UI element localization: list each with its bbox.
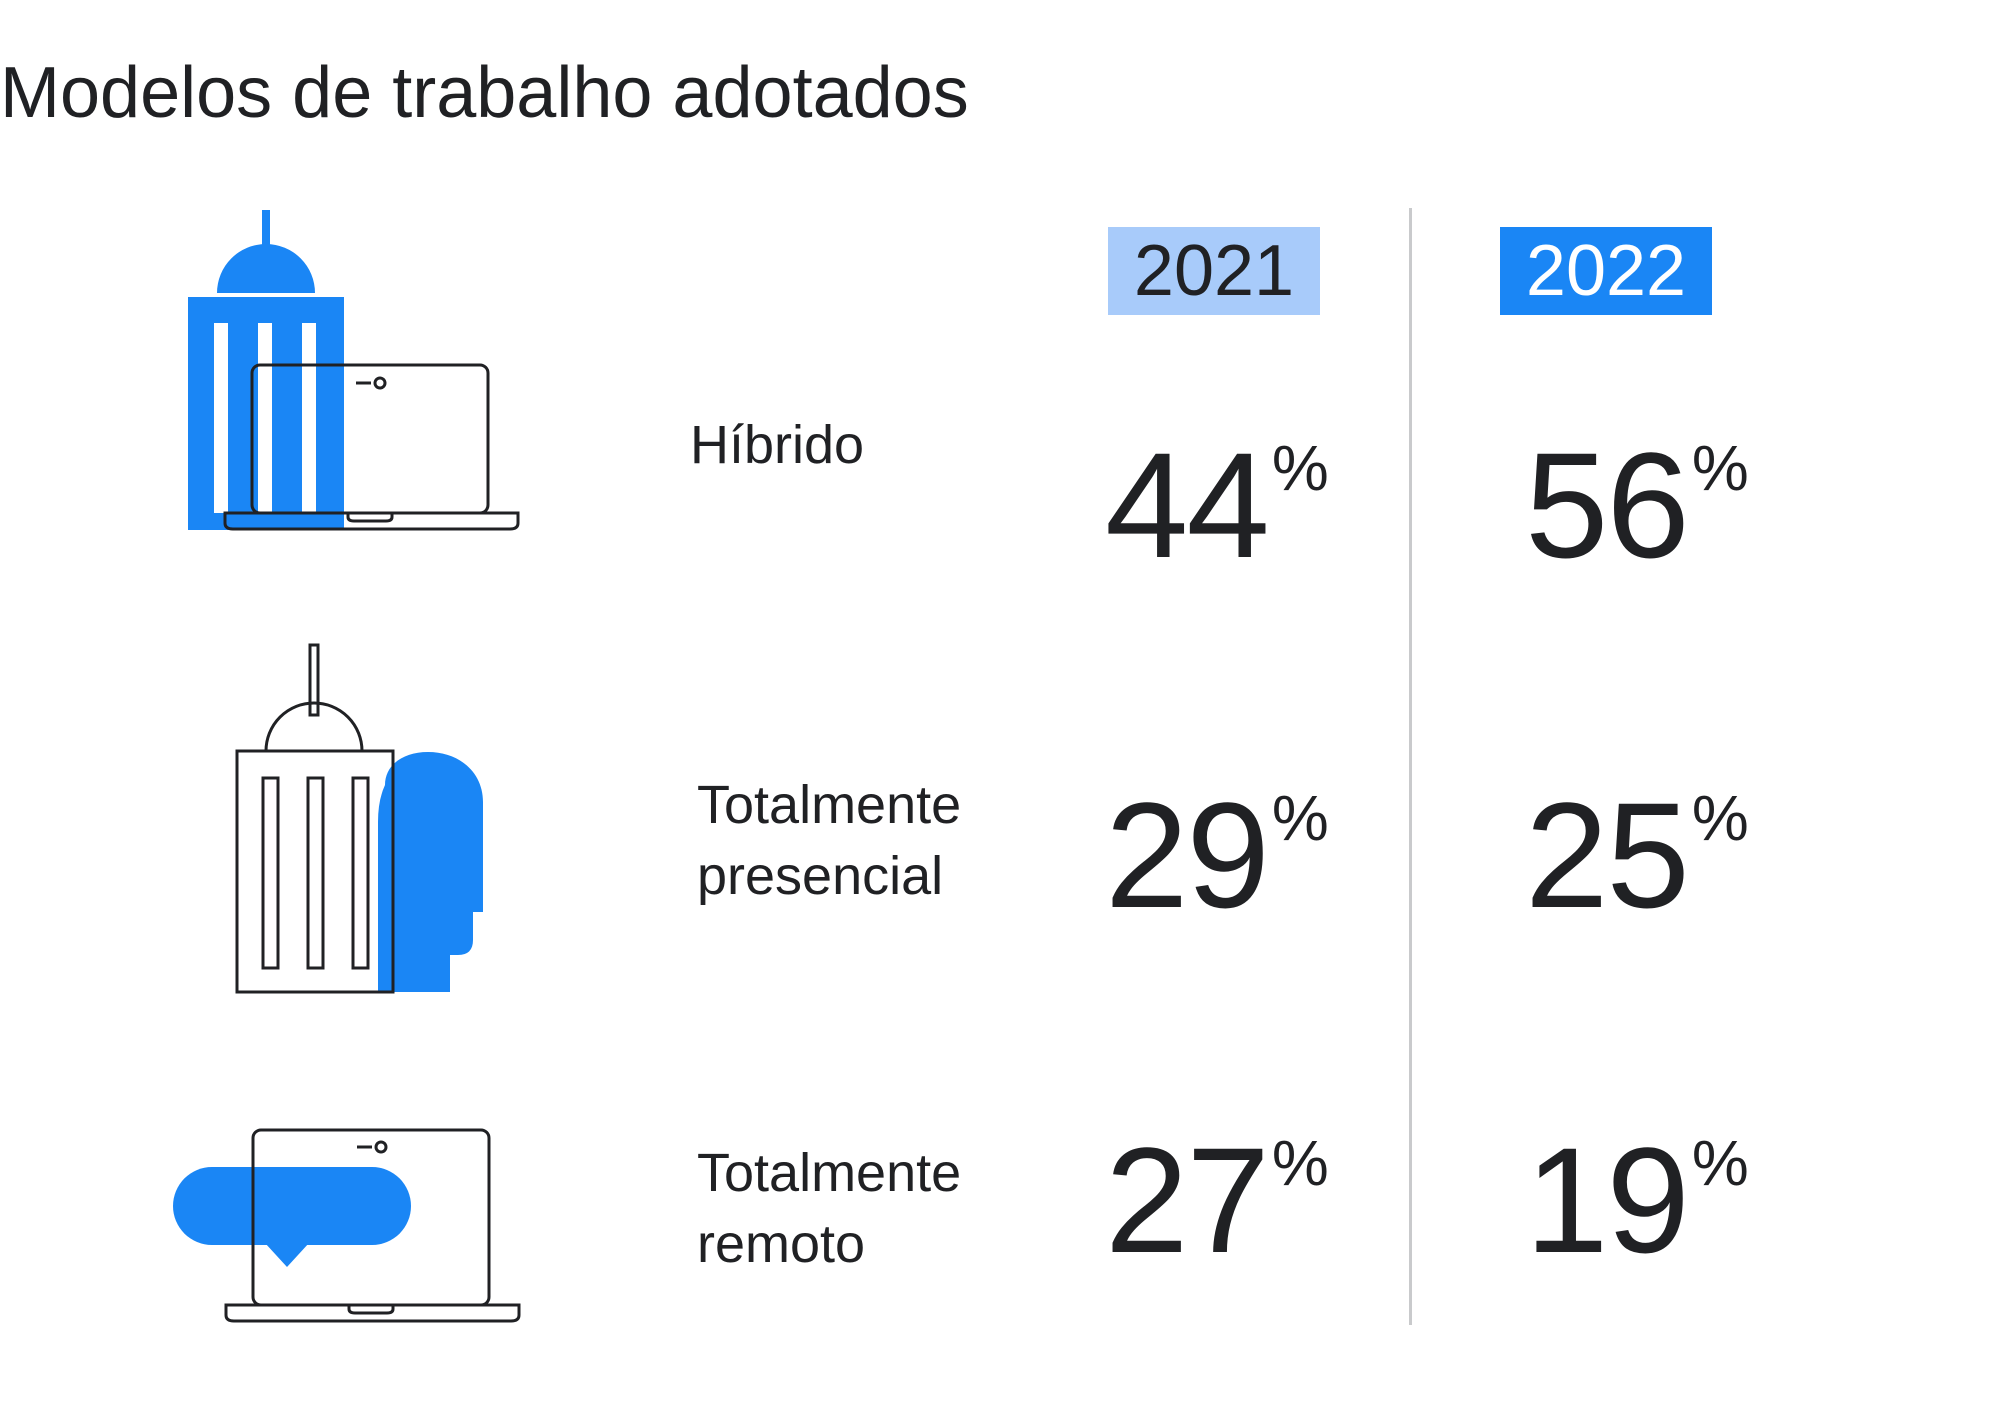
value-number: 19 <box>1525 1116 1690 1284</box>
value-number: 25 <box>1525 771 1690 939</box>
office-building-laptop-icon <box>188 210 520 531</box>
percent-sign: % <box>1691 432 1749 504</box>
value-totalmente-presencial-2021: 29% <box>1105 780 1329 930</box>
value-number: 56 <box>1525 421 1690 589</box>
office-building-person-icon <box>235 643 483 994</box>
percent-sign: % <box>1271 1127 1329 1199</box>
row-label-hibrido: Híbrido <box>690 415 865 475</box>
value-totalmente-remoto-2021: 27% <box>1105 1125 1329 1275</box>
percent-sign: % <box>1691 782 1749 854</box>
percent-sign: % <box>1271 432 1329 504</box>
chart-title: Modelos de trabalho adotados <box>0 53 969 133</box>
value-number: 44 <box>1105 421 1270 589</box>
laptop-chat-bubble-icon <box>173 1128 521 1323</box>
percent-sign: % <box>1271 782 1329 854</box>
value-totalmente-remoto-2022: 19% <box>1525 1125 1749 1275</box>
value-hibrido-2021: 44% <box>1105 430 1329 580</box>
value-number: 27 <box>1105 1116 1270 1284</box>
column-header-2022: 2022 <box>1500 227 1712 315</box>
percent-sign: % <box>1691 1127 1749 1199</box>
row-label-totalmente-presencial: Totalmente presencial <box>697 775 962 906</box>
row-label-totalmente-remoto: Totalmente remoto <box>697 1143 962 1274</box>
value-hibrido-2022: 56% <box>1525 430 1749 580</box>
value-totalmente-presencial-2022: 25% <box>1525 780 1749 930</box>
column-divider <box>1409 208 1412 1325</box>
value-number: 29 <box>1105 771 1270 939</box>
column-header-2021: 2021 <box>1108 227 1320 315</box>
